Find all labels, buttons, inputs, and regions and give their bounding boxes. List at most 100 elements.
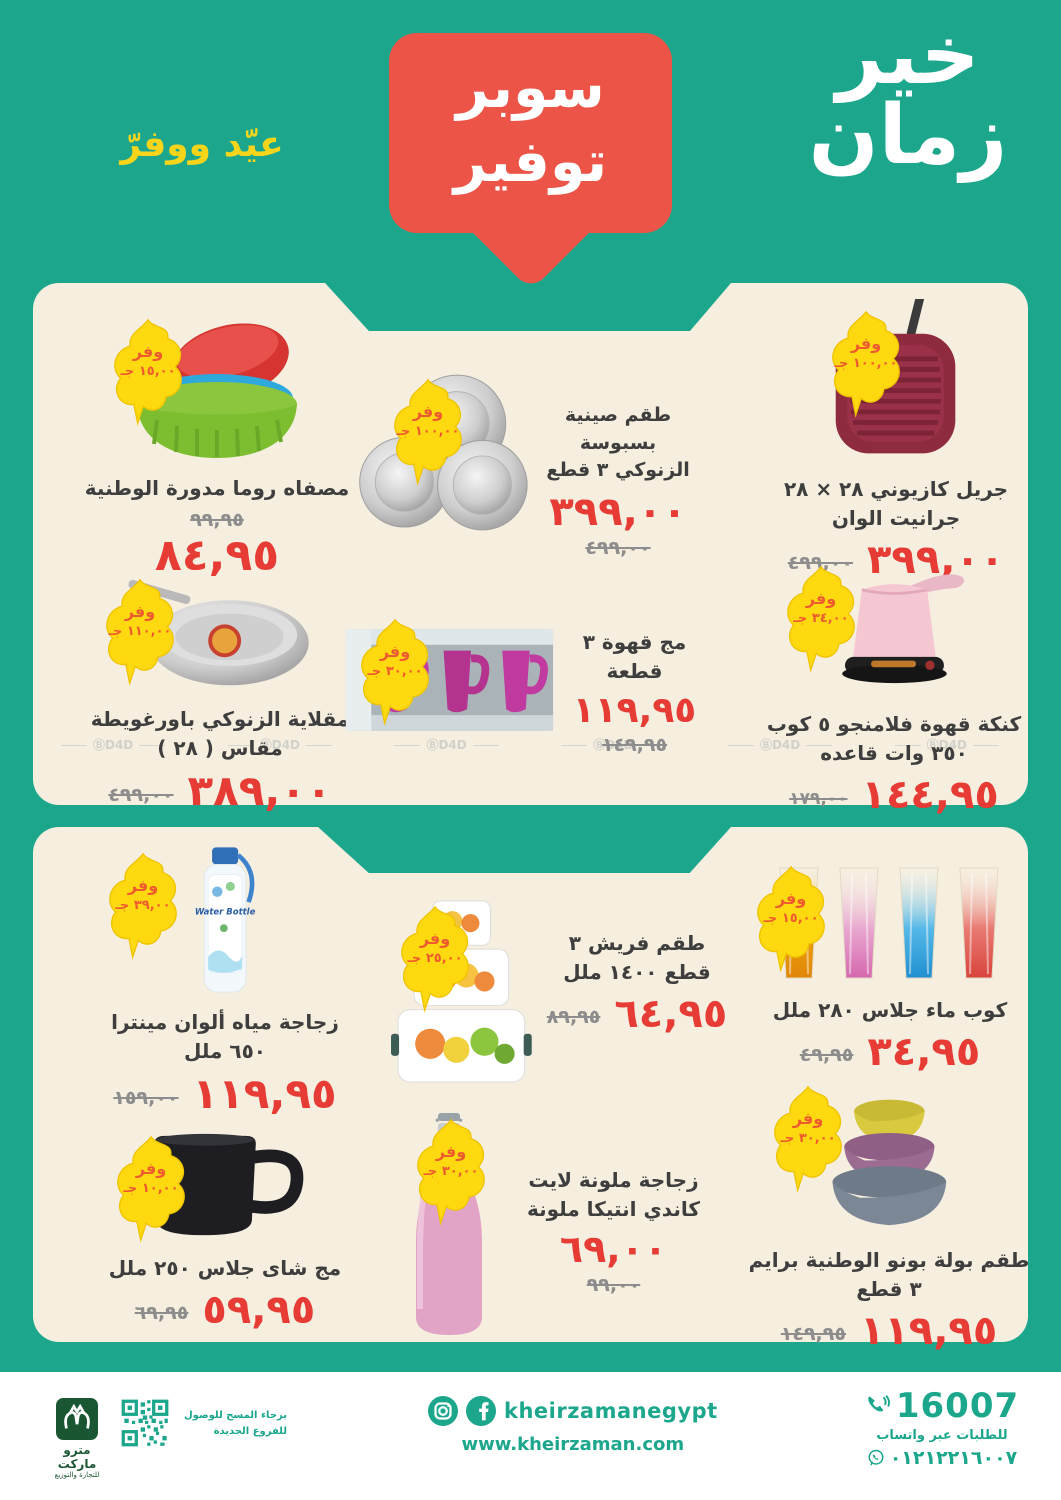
product-name: زجاجة مياه ألوان مينترا ٦٥٠ ملل: [111, 1010, 339, 1063]
metro-tagline: للتجارة والتوزيع: [54, 1471, 100, 1479]
instagram-icon: [428, 1396, 458, 1426]
save-word: وفر: [419, 929, 451, 948]
product-name: طقم بولة بونو الوطنية برايم ٣ قطع: [748, 1248, 1030, 1301]
product-card-tray-set: وفر ١٠٠,٠٠ جـ طقم صينية بسبوسة الزنوكي ٣ …: [348, 368, 693, 559]
brand-logo: خير زمان: [783, 14, 1033, 177]
save-badge: وفر ١٥,٠٠ جـ: [748, 865, 834, 973]
product-name: طقم فريش ٣ قطع ١٤٠٠ ملل: [563, 931, 711, 984]
save-amount: ٣٤,٠٠ جـ: [793, 611, 849, 626]
hotline-number: 16007: [895, 1386, 1020, 1426]
save-badge: وفر ١٥,٠٠ جـ: [105, 318, 191, 426]
price: ١٤٤,٩٥: [861, 772, 999, 818]
price: ٦٩,٠٠: [559, 1227, 668, 1271]
save-badge: وفر ٣٠,٠٠ جـ: [352, 618, 438, 726]
old-price: ٤٩٩,٠٠: [787, 552, 853, 574]
save-word: وفر: [124, 602, 156, 621]
save-badge: وفر ٣٠,٠٠ جـ: [408, 1118, 494, 1226]
save-badge: وفر ٢٥,٠٠ جـ: [392, 905, 478, 1013]
panel-notch: [325, 283, 731, 331]
product-name: زجاجة ملونة لايت كاندي انتيكا ملونة: [526, 1168, 701, 1221]
product-card-colored-bottle: وفر ٣٠,٠٠ جـ زجاجة ملونة لايت كاندي انتيك…: [396, 1110, 716, 1342]
metro-name: مترو ماركت: [57, 1443, 97, 1471]
bottle-label-text: Water Bottle: [195, 906, 256, 916]
save-amount: ١٥,٠٠ جـ: [120, 364, 176, 379]
save-amount: ١٠٠,٠٠ جـ: [396, 424, 460, 439]
product-name: كوب ماء جلاس ٢٨٠ ملل: [772, 998, 1008, 1022]
save-word: وفر: [379, 642, 411, 661]
save-amount: ١٠,٠٠ جـ: [123, 1181, 179, 1196]
whatsapp-number: ٠١٢١٢٢١٦٠٠٧: [889, 1447, 1018, 1469]
save-amount: ١١٠,٠٠ جـ: [108, 624, 172, 639]
price: ٣٨٩,٠٠: [187, 766, 332, 815]
product-name: طقم صينية بسبوسة الزنوكي ٣ قطع: [546, 404, 690, 482]
price: ٣٩٩,٠٠: [549, 488, 687, 535]
save-amount: ٣٠,٠٠ جـ: [780, 1131, 836, 1146]
product-name: مج شاى جلاس ٢٥٠ ملل: [108, 1256, 342, 1280]
colander-illustration: [137, 323, 297, 458]
price: ١١٩,٩٥: [859, 1308, 998, 1354]
watermark: ⒷD4D: [222, 736, 338, 753]
social-handle: kheirzamanegypt: [504, 1399, 718, 1423]
qr-code: [120, 1398, 170, 1448]
product-name: كنكة قهوة فلامنجو ٥ كوب ٣٥٠ وات قاعده: [766, 712, 1022, 765]
panel-notch: [318, 827, 731, 873]
product-card-tea-mug: وفر ١٠,٠٠ جـ مج شاى جلاس ٢٥٠ ملل ٦٩,٩٥ ٥٩…: [80, 1130, 370, 1331]
eid-tagline: عيّد ووفرّ: [120, 124, 284, 165]
watermark: ⒷD4D: [55, 736, 171, 753]
qr-caption-line1: برجاء المسح للوصول: [184, 1410, 287, 1421]
product-image-wok: [75, 575, 365, 693]
save-badge: وفر ١٠٠,٠٠ جـ: [385, 378, 471, 486]
ribbon-line1: سوبر: [456, 55, 605, 121]
footer-right: 16007 للطلبات عبر واتساب ٠١٢١٢٢١٦٠٠٧: [862, 1386, 1022, 1469]
metro-market-block: مترو ماركت للتجارة والتوزيع: [48, 1398, 106, 1479]
save-word: وفر: [132, 342, 164, 361]
old-price: ١٤٩,٩٥: [601, 733, 668, 756]
footer-center: kheirzamanegypt www.kheirzaman.com: [428, 1396, 718, 1455]
save-badge: وفر ٣٩,٠٠ جـ: [100, 852, 186, 960]
website-url: www.kheirzaman.com: [461, 1434, 685, 1455]
watermark-row: ⒷD4D ⒷD4D ⒷD4D ⒷD4D ⒷD4D ⒷD4D: [55, 736, 1005, 753]
super-saving-ribbon: سوبر توفير: [389, 33, 672, 233]
old-price: ٩٩,٩٥: [190, 509, 244, 531]
price: ١١٩,٩٥: [572, 690, 697, 731]
product-card-wok: وفر ١١٠,٠٠ جـ مقلاية الزنوكي باورغويطة مق…: [75, 575, 365, 813]
save-word: وفر: [135, 1159, 167, 1178]
product-card-bowl-set: وفر ٣٠,٠٠ جـ طقم بولة بونو الوطنية برايم …: [740, 1082, 1038, 1352]
price: ٨٤,٩٥: [154, 530, 280, 581]
price: ٣٩٩,٠٠: [866, 537, 1005, 583]
watermark: ⒷD4D: [722, 736, 838, 753]
bowls-illustration: [832, 1099, 946, 1226]
save-word: وفر: [412, 402, 444, 421]
old-price: ١٤٩,٩٥: [780, 1323, 846, 1345]
old-price: ٦٩,٩٥: [134, 1302, 189, 1324]
watermark: ⒷD4D: [889, 736, 1005, 753]
metro-market-logo: [56, 1398, 98, 1440]
price: ٥٩,٩٥: [202, 1287, 316, 1333]
watermark: ⒷD4D: [555, 736, 671, 753]
old-price: ١٥٩,٠٠: [113, 1087, 179, 1110]
price: ١١٩,٩٥: [192, 1069, 337, 1118]
product-card-fresh-set: وفر ٢٥,٠٠ جـ طقم فريش ٣ قطع ١٤٠٠ ملل ٨٩,٩…: [386, 893, 727, 1089]
old-price: ٩٩,٠٠: [586, 1273, 641, 1296]
save-amount: ٢٥,٠٠ جـ: [407, 951, 463, 966]
save-badge: وفر ١١٠,٠٠ جـ: [97, 578, 183, 686]
watermark: ⒷD4D: [388, 736, 504, 753]
phone-icon: [868, 1395, 890, 1412]
product-card-coffee-kettle: وفر ٣٤,٠٠ جـ كنكة قهوة فلامنجو ٥ كوب ٣٥٠ …: [760, 556, 1028, 816]
save-amount: ٣٩,٠٠ جـ: [115, 898, 171, 913]
save-word: وفر: [127, 876, 159, 895]
wok-illustration: [128, 579, 309, 686]
old-price: ٤٩٩,٠٠: [585, 536, 651, 559]
product-name: مج قهوة ٣ قطعة: [582, 630, 687, 683]
product-name: مصفاه روما مدورة الوطنية: [84, 476, 350, 500]
kettle-illustration: [842, 574, 965, 684]
product-image-kettle: [760, 556, 1028, 698]
product-image-bowl-set: [740, 1082, 1038, 1234]
save-badge: وفر ٣٤,٠٠ جـ: [778, 565, 864, 673]
save-word: وفر: [805, 589, 837, 608]
price: ٦٤,٩٥: [614, 991, 728, 1037]
product-card-coffee-mugs: وفر ٣٠,٠٠ جـ مج قهوة ٣ قطعة ١١٩,٩٥ ١٤٩,٩٥: [342, 612, 702, 756]
save-badge: وفر ١٠,٠٠ جـ: [108, 1135, 194, 1243]
qr-caption: برجاء المسح للوصول للفروع الجديدة: [184, 1398, 287, 1440]
product-image-water-bottle: Water Bottle: [75, 846, 375, 996]
